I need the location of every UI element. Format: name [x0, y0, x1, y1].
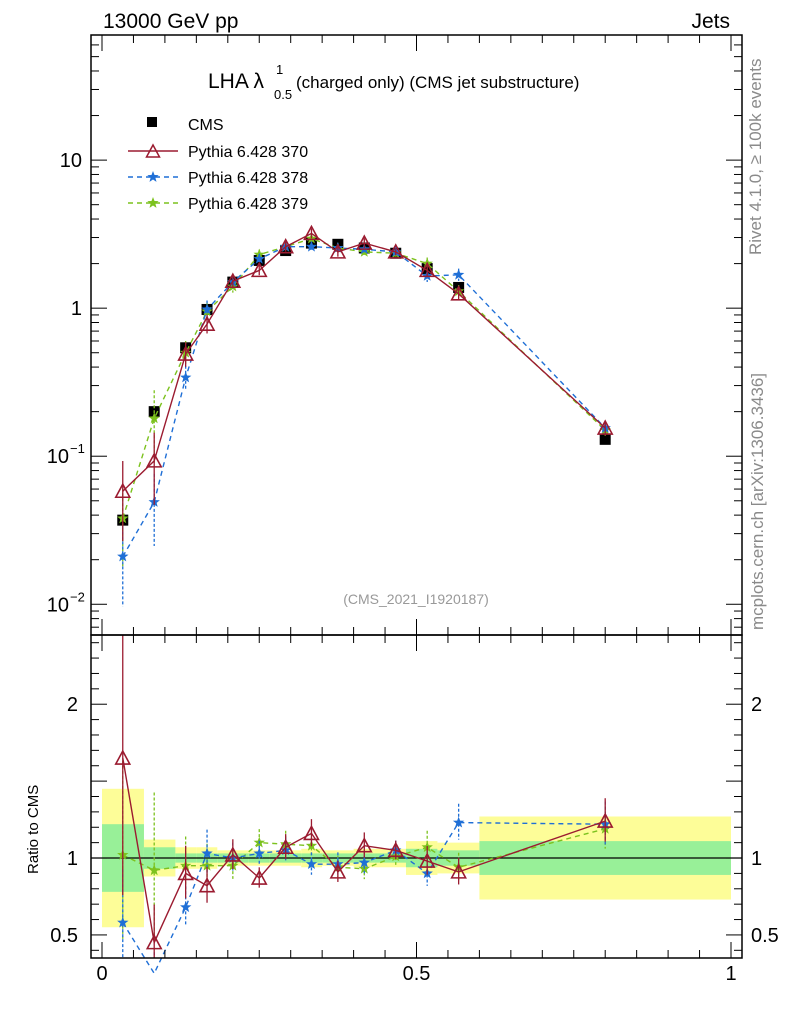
x-tick-label: 0.5 — [403, 963, 431, 985]
main-point-p379 — [148, 412, 160, 424]
main-point-p378 — [305, 240, 318, 252]
main-y-tick-label: 10 — [47, 594, 69, 616]
main-series-p379 — [117, 232, 611, 569]
main-point-p370 — [198, 315, 216, 331]
main-point-p378 — [452, 268, 465, 280]
ratio-point-p370 — [596, 812, 614, 828]
ratio-point-p370 — [250, 869, 268, 885]
ratio-point-p378 — [201, 847, 213, 859]
main-point-p370 — [387, 243, 405, 259]
ratio-y-axis-label: Ratio to CMS — [25, 785, 42, 874]
main-point-p370 — [418, 261, 436, 278]
ratio-point-p370 — [177, 864, 194, 881]
ratio-point-p370 — [277, 838, 295, 855]
plot-title: LHA λ 1 0.5 (charged only) (CMS jet subs… — [208, 62, 579, 102]
title-subscript: 0.5 — [274, 87, 292, 102]
main-point-cms — [599, 433, 611, 445]
legend-p379-label: Pythia 6.428 379 — [188, 196, 308, 213]
main-point-p370 — [303, 224, 320, 241]
main-point-p370 — [224, 272, 242, 289]
ratio-point-p378 — [358, 856, 370, 868]
ratio-point-p378 — [180, 901, 192, 913]
main-point-p370 — [596, 419, 614, 435]
main-line-p379 — [122, 237, 606, 519]
title-rest: (charged only) (CMS jet substructure) — [296, 73, 579, 92]
main-point-p378 — [253, 252, 265, 264]
ratio-y-tick-label-left: 0.5 — [50, 925, 78, 947]
ratio-panel-data — [114, 635, 614, 975]
ratio-point-p378 — [253, 847, 265, 859]
main-point-p370 — [114, 482, 132, 499]
ratio-point-p370 — [355, 837, 373, 853]
main-point-p370 — [145, 452, 163, 468]
ratio-point-p370 — [418, 852, 436, 868]
main-series-cms — [117, 237, 611, 526]
ratio-y-tick-label-left: 1 — [67, 848, 78, 870]
main-panel-data — [114, 224, 614, 607]
header-process: 13000 GeV pp — [103, 10, 238, 33]
x-tick-label: 1 — [725, 963, 736, 985]
main-line-p370 — [122, 232, 606, 492]
side-label-rivet: Rivet 4.1.0, ≥ 100k events — [746, 59, 765, 255]
main-point-p370 — [355, 234, 373, 250]
main-point-p370 — [329, 243, 347, 259]
ratio-y-tick-label-right: 0.5 — [751, 925, 779, 947]
legend: CMS Pythia 6.428 370 Pythia 6.428 378 Py… — [128, 117, 308, 213]
main-y-tick-label: 10 — [60, 150, 82, 172]
ratio-point-p370 — [303, 824, 320, 841]
main-point-p370 — [177, 345, 194, 361]
side-label-mcplots: mcplots.cern.ch [arXiv:1306.3436] — [748, 373, 767, 630]
x-tick-label: 0 — [96, 963, 107, 985]
main-y-tick-label: 1 — [71, 298, 82, 320]
legend-cms-label: CMS — [188, 117, 224, 134]
legend-p379-marker — [147, 197, 159, 208]
main-y-tick-exponent: −1 — [70, 441, 85, 456]
ratio-y-tick-label-right: 1 — [751, 848, 762, 870]
ratio-point-p370 — [224, 846, 242, 862]
ratio-series-p370 — [114, 635, 614, 958]
main-series-p370 — [114, 224, 614, 542]
ratio-point-p370 — [114, 749, 132, 765]
ratio-point-p378 — [305, 858, 318, 869]
main-point-p378 — [117, 550, 129, 562]
ratio-y-tick-label-left: 2 — [67, 694, 78, 716]
ratio-point-p370 — [145, 933, 163, 950]
main-y-tick-exponent: −2 — [70, 589, 85, 604]
main-point-p378 — [201, 303, 213, 315]
ratio-y-tick-label-right: 2 — [751, 694, 762, 716]
title-main: LHA λ — [208, 70, 265, 93]
legend-p378-label: Pythia 6.428 378 — [188, 170, 308, 187]
main-y-tick-label: 10 — [47, 446, 69, 468]
legend-p370-label: Pythia 6.428 370 — [188, 144, 308, 161]
ratio-point-p378 — [117, 916, 129, 928]
main-point-p370 — [277, 238, 295, 254]
ratio-line-p370 — [122, 757, 606, 945]
main-series-p378 — [117, 240, 611, 607]
main-point-p370 — [250, 261, 268, 278]
ratio-panel-frame — [90, 634, 743, 959]
title-superscript: 1 — [276, 62, 283, 77]
ratio-point-p378 — [452, 816, 465, 828]
main-point-p370 — [450, 285, 467, 301]
analysis-watermark: (CMS_2021_I1920187) — [343, 591, 489, 607]
legend-p378-marker — [147, 171, 159, 182]
ratio-point-p370 — [450, 863, 467, 879]
ratio-point-p370 — [198, 877, 216, 893]
main-point-p378 — [180, 371, 192, 383]
header-category: Jets — [691, 10, 730, 33]
ratio-point-p370 — [387, 841, 405, 858]
legend-cms-marker — [147, 117, 157, 127]
ratio-point-p379 — [148, 864, 160, 876]
legend-p370-marker — [145, 143, 161, 158]
ratio-point-p370 — [329, 863, 347, 879]
main-line-p378 — [122, 246, 606, 557]
